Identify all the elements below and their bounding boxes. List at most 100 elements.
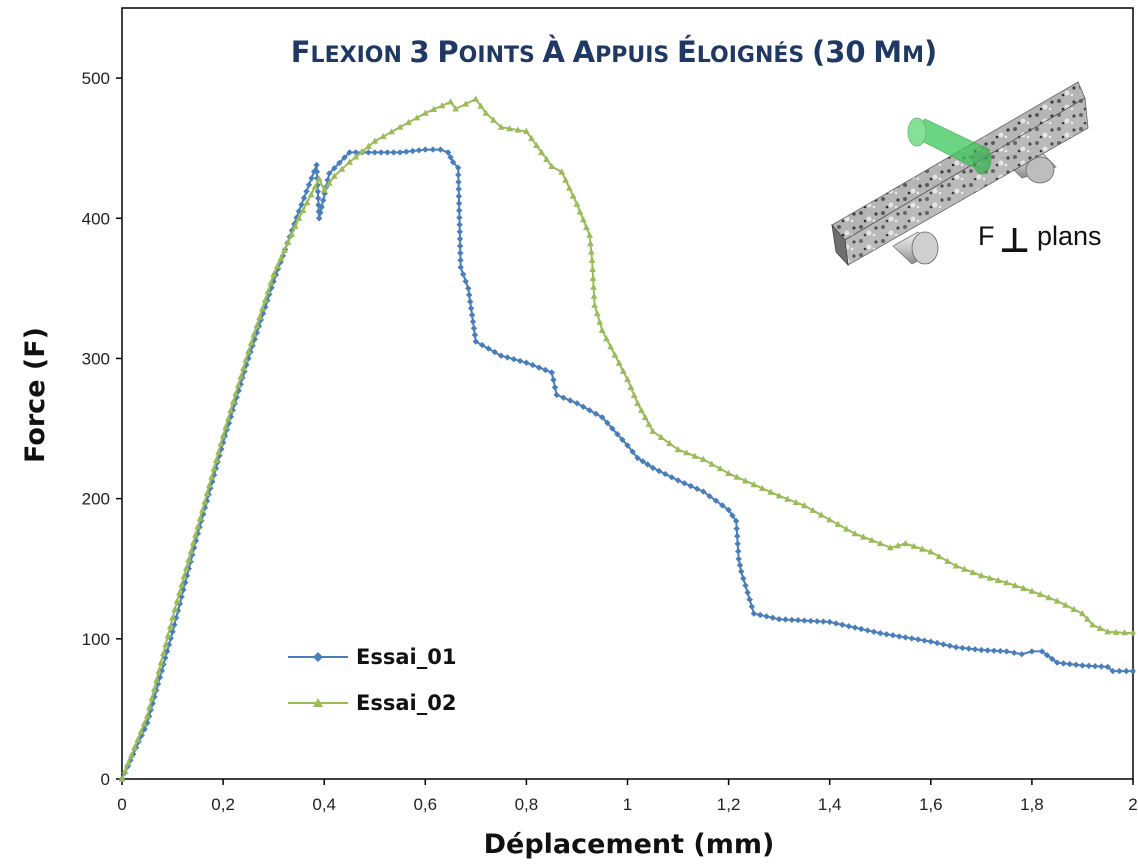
data-point [497, 123, 505, 130]
data-point [566, 184, 573, 191]
data-point [1043, 652, 1051, 659]
data-point [200, 511, 207, 518]
data-point [734, 533, 741, 540]
data-point [303, 188, 310, 195]
data-point [456, 228, 463, 235]
data-point [314, 188, 322, 195]
perpendicular-symbol: ⊥ [999, 221, 1030, 261]
data-point [185, 556, 192, 563]
data-point [460, 271, 467, 278]
data-point [763, 613, 770, 620]
data-point [809, 506, 817, 513]
data-point [194, 523, 202, 530]
inset-label-plans: plans [1037, 221, 1102, 251]
data-point [403, 148, 410, 155]
data-point [1036, 590, 1044, 597]
data-point [457, 249, 464, 257]
data-point [1096, 624, 1104, 631]
data-point [178, 593, 185, 600]
data-point [331, 165, 338, 172]
data-point [935, 553, 943, 560]
data-point [173, 597, 181, 604]
data-point [465, 285, 472, 292]
data-point [154, 680, 162, 688]
data-point [358, 148, 366, 155]
data-point [639, 458, 646, 465]
data-point [1028, 587, 1036, 594]
data-point [516, 357, 524, 365]
data-point [634, 454, 641, 462]
data-point [277, 254, 285, 261]
data-point [959, 644, 966, 652]
data-point [311, 183, 319, 190]
data-point [994, 576, 1002, 583]
data-point [1060, 660, 1067, 667]
data-point [199, 506, 206, 513]
data-point [384, 149, 391, 156]
data-point [971, 646, 979, 653]
data-point [187, 547, 195, 555]
data-point [706, 493, 713, 500]
x-tick-label: 0,6 [413, 795, 437, 814]
data-point [691, 452, 699, 459]
data-point [242, 356, 250, 363]
y-tick-label: 400 [82, 209, 110, 228]
data-point [1104, 628, 1112, 635]
data-point [644, 461, 651, 468]
data-point [1011, 649, 1018, 656]
data-point [437, 146, 444, 153]
data-point [455, 193, 463, 200]
y-tick-label: 0 [101, 770, 110, 789]
data-point [455, 171, 462, 179]
data-point [700, 488, 707, 495]
data-point [146, 703, 153, 710]
data-point [320, 186, 328, 193]
data-point [990, 647, 998, 654]
data-point [455, 185, 462, 193]
data-point [462, 100, 470, 107]
data-point [456, 221, 463, 228]
data-point [291, 220, 298, 228]
data-point [121, 767, 129, 774]
data-point [447, 154, 454, 161]
data-point [562, 176, 569, 183]
data-point [338, 165, 346, 172]
data-point [851, 530, 859, 537]
data-point [497, 352, 505, 359]
data-point [860, 533, 867, 540]
data-point [163, 648, 171, 655]
data-point [455, 200, 463, 207]
data-point [141, 726, 148, 733]
data-point [1020, 584, 1027, 591]
x-axis-title: Déplacement (mm) [484, 829, 775, 860]
data-point [820, 618, 827, 625]
chart-title: FLEXION 3 POINTS À APPUIS ÉLOIGNÉS (30 M… [291, 35, 938, 69]
data-point [157, 658, 165, 665]
data-point [894, 542, 902, 549]
data-point [889, 632, 897, 639]
data-point [719, 502, 726, 509]
data-point [140, 720, 148, 727]
data-point [699, 455, 707, 462]
data-point [748, 603, 755, 610]
data-point [1121, 629, 1128, 636]
x-tick-label: 1,2 [717, 795, 741, 814]
data-point [185, 565, 192, 572]
data-point [589, 265, 596, 272]
legend-marker-essai-01 [313, 652, 323, 662]
data-point [162, 654, 169, 661]
data-point [1089, 621, 1096, 628]
data-point [523, 127, 530, 134]
data-point [604, 419, 611, 427]
data-point [683, 449, 690, 456]
data-point [479, 341, 486, 349]
data-point [969, 568, 977, 576]
data-point [984, 647, 991, 654]
data-point [234, 381, 242, 388]
data-point [174, 607, 182, 614]
data-point [744, 589, 751, 596]
data-point [472, 95, 480, 102]
data-point [607, 343, 614, 350]
data-point [456, 235, 464, 243]
data-point [807, 617, 814, 625]
